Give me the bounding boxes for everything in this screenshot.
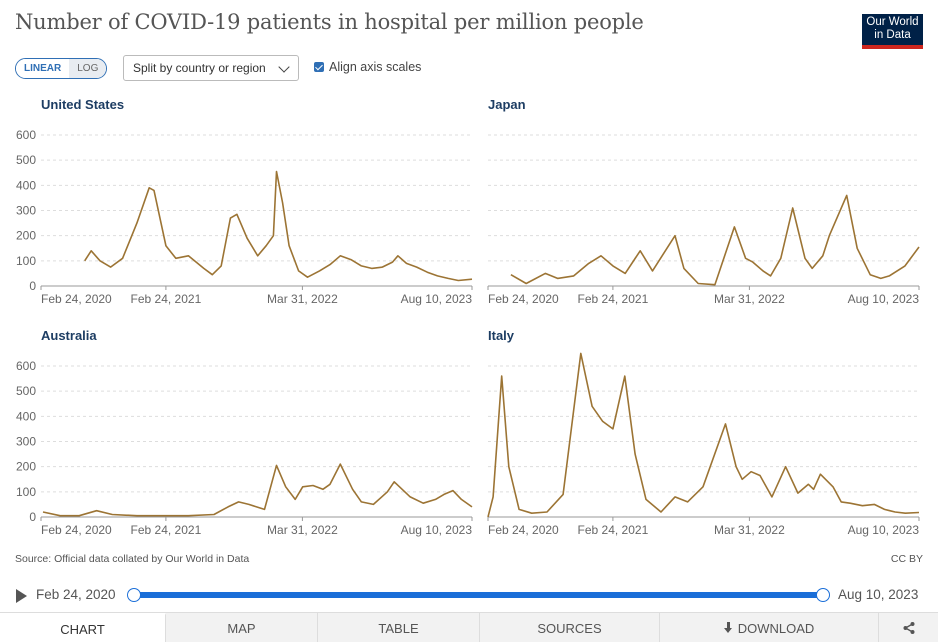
y-tick-label: 100 (16, 485, 36, 499)
timeline-end-label: Aug 10, 2023 (838, 587, 919, 602)
x-tick-label: Feb 24, 2020 (488, 523, 559, 537)
logo-line1: Our World (866, 16, 919, 28)
tab-map[interactable]: MAP (166, 613, 318, 642)
panel-title-united-states: United States (41, 97, 124, 112)
linear-button[interactable]: LINEAR (16, 59, 70, 78)
series-line-australia (42, 463, 473, 517)
log-button[interactable]: LOG (69, 59, 107, 78)
y-tick-label: 0 (29, 279, 36, 293)
download-icon (723, 622, 734, 634)
source-note: Source: Official data collated by Our Wo… (15, 553, 250, 565)
tab-table-label: TABLE (378, 620, 419, 636)
series-line-united-states (84, 170, 473, 282)
tab-chart-label: CHART (60, 621, 105, 637)
x-tick-label: Feb 24, 2021 (131, 523, 202, 537)
y-tick-label: 400 (16, 178, 36, 192)
charts-area: United States 0 100 200 300 400 500 600 Feb 24, … (16, 97, 920, 537)
timeline-start-label: Feb 24, 2020 (36, 587, 116, 602)
series-line-italy (487, 352, 920, 518)
panel-title-italy: Italy (488, 328, 515, 343)
panel-title-australia: Australia (41, 328, 97, 343)
scale-toggle: LINEAR LOG (15, 58, 108, 79)
y-tick-label: 500 (16, 384, 36, 398)
align-axis-label: Align axis scales (329, 60, 422, 74)
x-tick-label: Mar 31, 2022 (714, 523, 785, 537)
share-icon (903, 622, 914, 634)
x-tick-label: Feb 24, 2021 (578, 523, 649, 537)
series-line-japan (510, 194, 920, 286)
tab-bar: CHART MAP TABLE SOURCES DOWNLOAD (0, 612, 938, 642)
play-icon[interactable] (16, 589, 27, 603)
owid-logo[interactable]: Our World in Data (862, 14, 923, 49)
align-axis-option[interactable]: Align axis scales (314, 60, 421, 74)
tab-sources[interactable]: SOURCES (480, 613, 660, 642)
y-tick-label: 600 (16, 128, 36, 142)
chart-title: Number of COVID-19 patients in hospital … (15, 10, 644, 34)
tab-chart[interactable]: CHART (0, 613, 166, 642)
y-tick-label: 200 (16, 229, 36, 243)
x-tick-label: Mar 31, 2022 (714, 292, 785, 306)
timeline-track[interactable] (134, 592, 823, 598)
y-tick-label: 500 (16, 153, 36, 167)
x-tick-label: Aug 10, 2023 (848, 523, 920, 537)
y-tick-label: 100 (16, 254, 36, 268)
timeline-end-handle[interactable] (816, 588, 830, 602)
license-link[interactable]: CC BY (890, 553, 923, 565)
tab-download-label: DOWNLOAD (737, 620, 815, 636)
x-tick-label: Feb 24, 2020 (41, 523, 112, 537)
x-tick-label: Aug 10, 2023 (401, 523, 473, 537)
tab-table[interactable]: TABLE (318, 613, 480, 642)
y-tick-label: 0 (29, 510, 36, 524)
tab-sources-label: SOURCES (537, 620, 602, 636)
y-tick-label: 200 (16, 460, 36, 474)
x-tick-label: Aug 10, 2023 (848, 292, 920, 306)
x-tick-label: Feb 24, 2021 (578, 292, 649, 306)
x-tick-label: Feb 24, 2020 (488, 292, 559, 306)
x-tick-label: Feb 24, 2021 (131, 292, 202, 306)
x-tick-label: Feb 24, 2020 (41, 292, 112, 306)
split-select[interactable]: Split by country or region (123, 55, 299, 81)
y-tick-label: 300 (16, 435, 36, 449)
x-tick-label: Mar 31, 2022 (267, 292, 338, 306)
y-tick-label: 400 (16, 409, 36, 423)
logo-line2: in Data (874, 28, 911, 41)
share-button[interactable] (879, 613, 938, 642)
panel-title-japan: Japan (488, 97, 526, 112)
tab-map-label: MAP (227, 620, 256, 636)
x-tick-label: Aug 10, 2023 (401, 292, 473, 306)
y-tick-label: 600 (16, 359, 36, 373)
align-axis-checkbox[interactable] (314, 62, 324, 72)
tab-download[interactable]: DOWNLOAD (660, 613, 879, 642)
y-tick-label: 300 (16, 204, 36, 218)
timeline-start-handle[interactable] (127, 588, 141, 602)
split-select-label: Split by country or region (133, 61, 266, 75)
x-tick-label: Mar 31, 2022 (267, 523, 338, 537)
